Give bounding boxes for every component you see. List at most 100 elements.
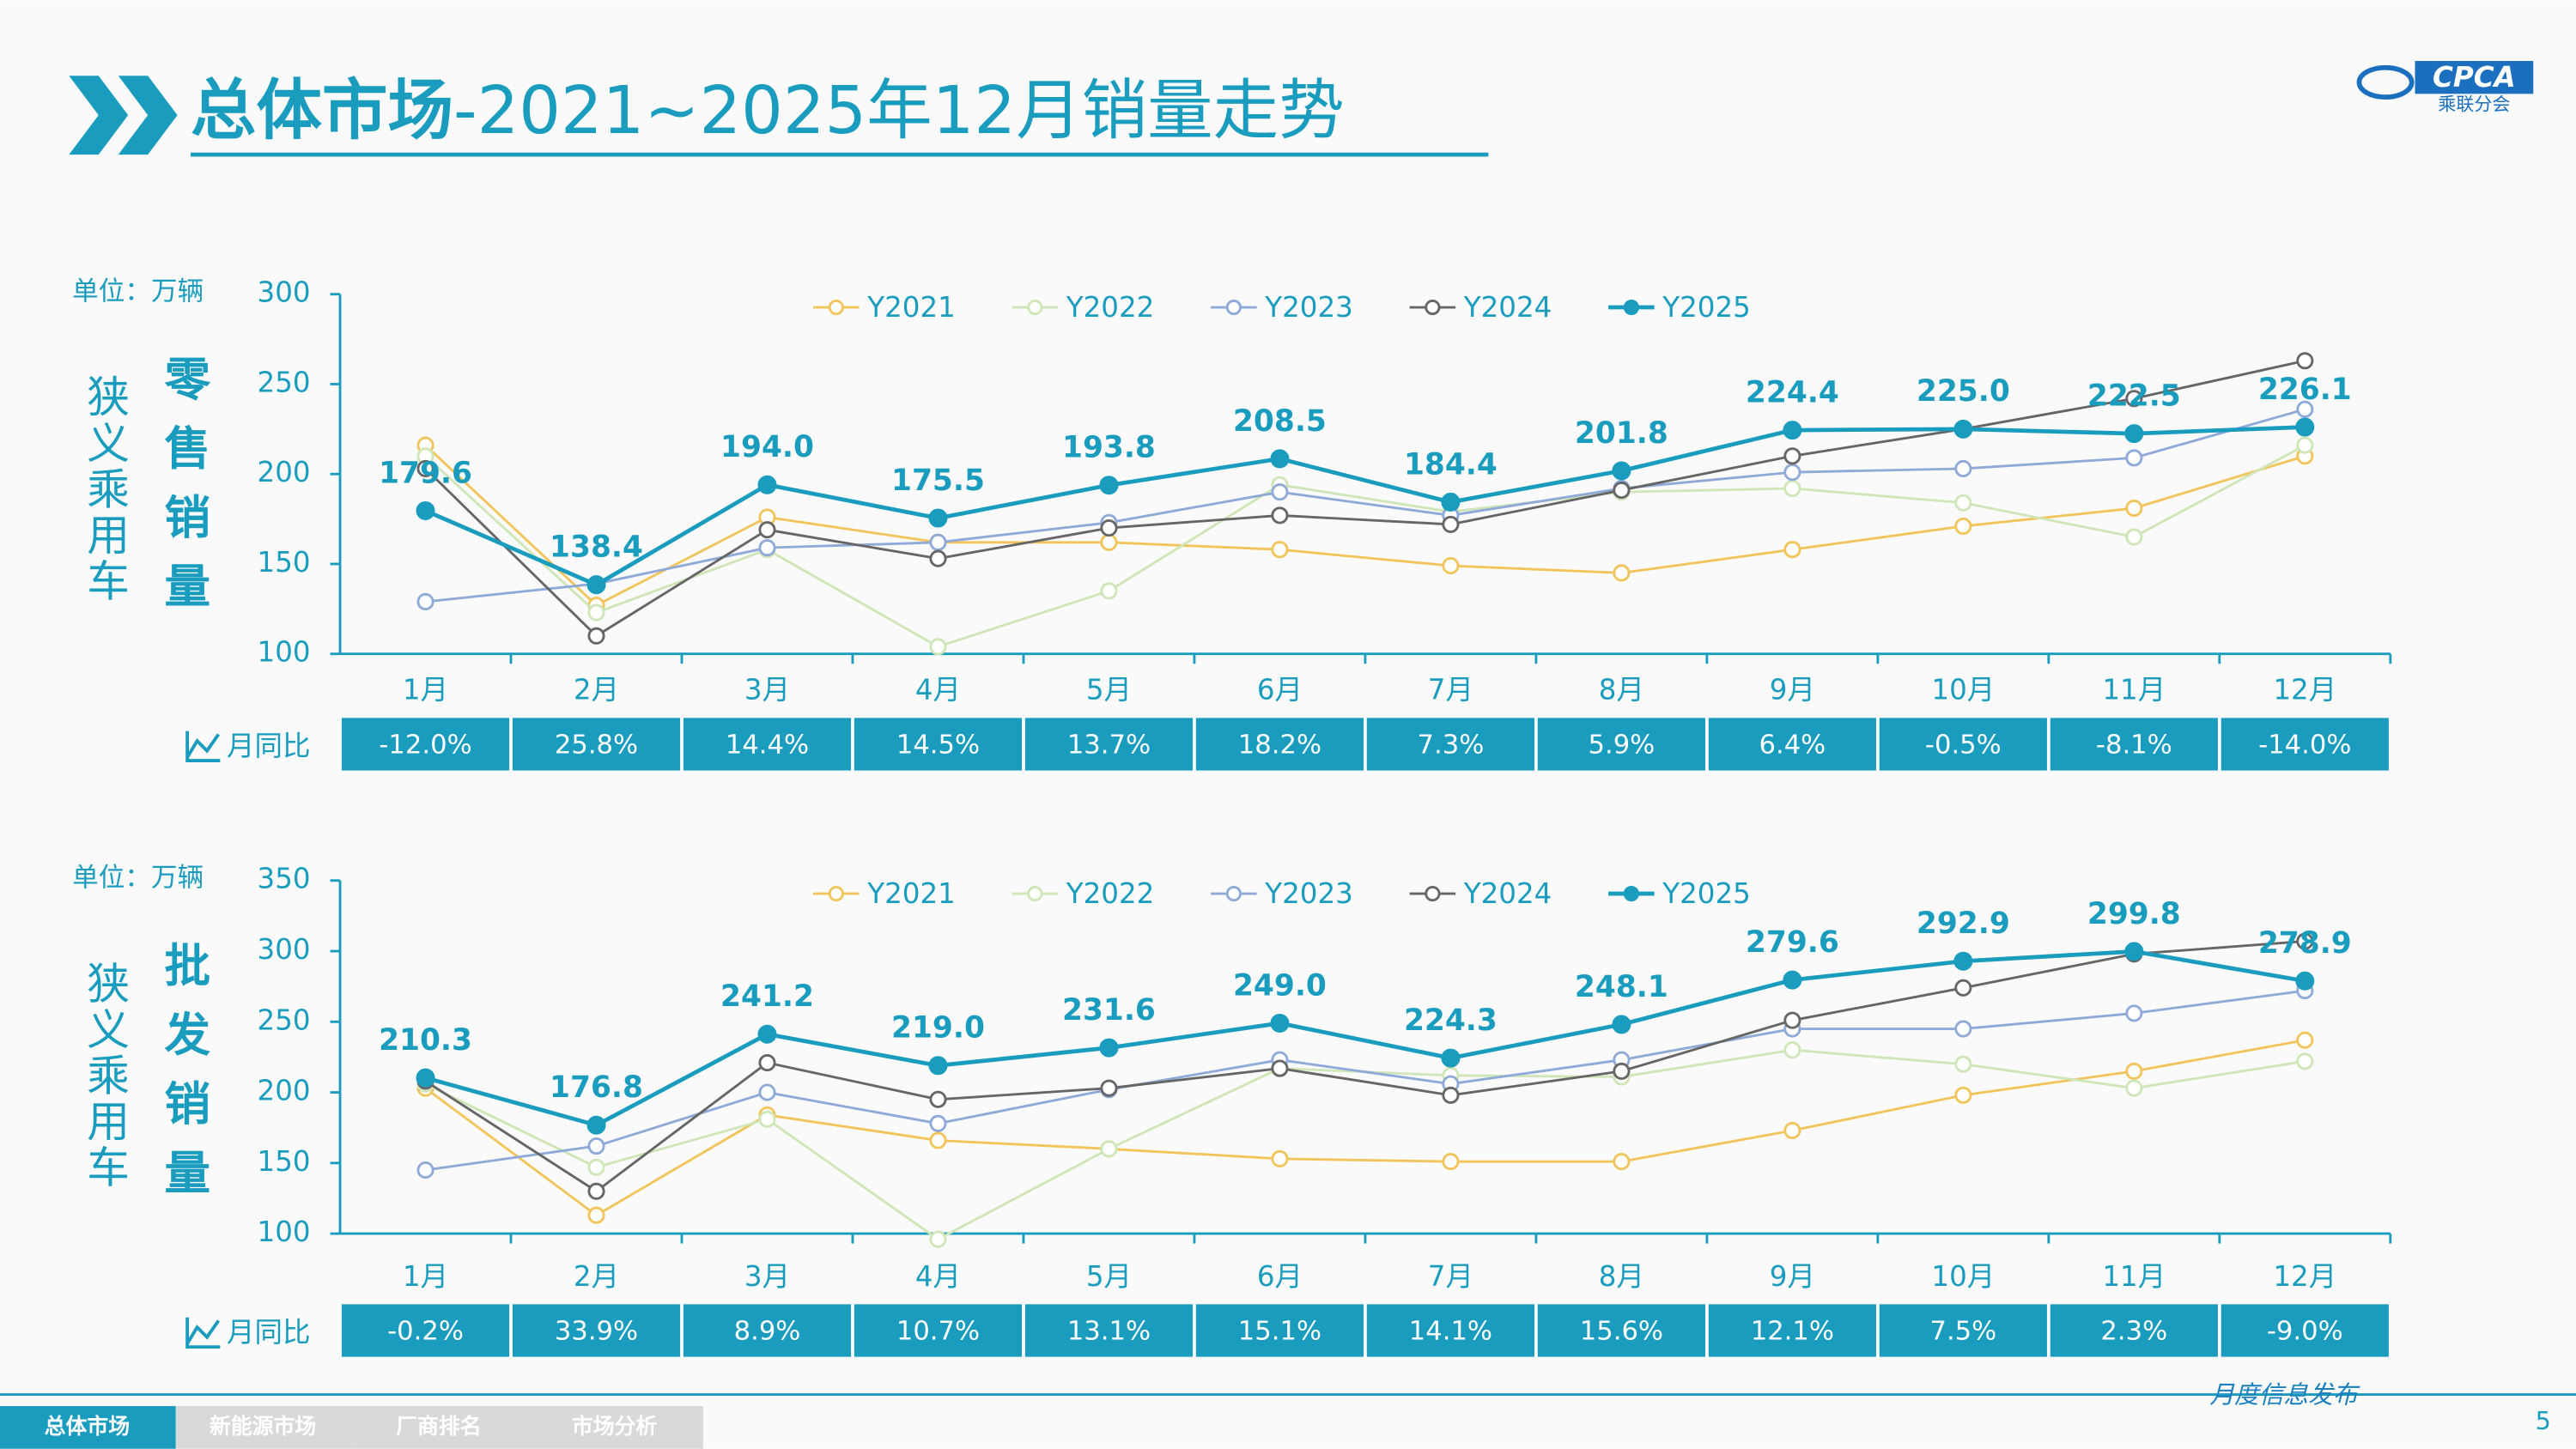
data-point [1954,1086,1972,1104]
data-point [1613,482,1631,500]
x-tick-label: 7月 [1428,674,1473,706]
data-point [1271,541,1289,559]
yoy-cell [1879,1304,2047,1357]
yoy-value: 7.5% [1929,1316,1996,1346]
data-label: 241.2 [720,979,814,1014]
yoy-cell [1537,1304,1705,1357]
unit-label: 单位：万辆 [72,863,204,893]
yoy-value: 7.3% [1418,730,1485,760]
data-point [1271,483,1289,501]
data-point [1954,459,1972,477]
x-tick-label: 6月 [1257,674,1303,706]
yoy-cell [2050,718,2218,771]
x-tick-label: 1月 [403,674,448,706]
data-point [1612,1015,1631,1034]
data-point [1783,1041,1801,1059]
data-point [2295,417,2315,437]
data-point [1954,1055,1972,1073]
unit-label: 单位：万辆 [72,276,204,306]
x-tick-label: 3月 [744,1260,790,1293]
data-point [2296,1052,2314,1070]
yoy-cell [1195,718,1364,771]
data-label: 249.0 [1233,968,1327,1003]
yoy-label: 月同比 [227,730,311,762]
data-point [758,1083,776,1101]
data-point [2296,1031,2314,1049]
data-point [1953,419,1973,439]
y-tick-label: 350 [258,863,311,895]
data-label: 226.1 [2258,373,2352,407]
x-tick-label: 2月 [574,1260,619,1293]
footer-tab [351,1406,528,1449]
x-tick-label: 12月 [2273,674,2336,706]
legend-marker [1623,299,1639,316]
yoy-value: -8.1% [2096,730,2172,760]
data-point [1612,461,1631,481]
yoy-value: -12.0% [379,730,471,760]
yoy-value: 14.4% [726,730,809,760]
yoy-label: 月同比 [227,1316,311,1349]
data-point [929,638,947,656]
series-line [424,1039,2306,1217]
data-point [1442,1153,1460,1171]
x-tick-label: 6月 [1257,1260,1303,1293]
footer-tab [527,1406,703,1449]
y-tick-label: 200 [258,456,311,488]
y-tick-label: 100 [258,1216,311,1248]
yoy-value: 13.1% [1067,1316,1151,1346]
x-tick-label: 10月 [1931,1260,1995,1293]
legend-label: Y2022 [1066,291,1155,324]
yoy-value: -0.5% [1925,730,2002,760]
data-point [1442,557,1460,575]
data-point [1954,494,1972,512]
yoy-value: 25.8% [555,730,638,760]
data-point [2124,424,2144,444]
data-point [1783,447,1801,465]
x-tick-label: 11月 [2102,1260,2166,1293]
yoy-value: 13.7% [1067,730,1151,760]
yoy-value: 14.5% [896,730,980,760]
y-tick-label: 100 [258,636,311,669]
data-point [2296,932,2314,950]
footer-tab-label: 总体市场 [45,1414,130,1439]
yoy-cell [854,1304,1023,1357]
data-point [1441,1048,1461,1068]
yoy-cell [1708,1304,1876,1357]
x-tick-label: 8月 [1599,1260,1644,1293]
data-point [587,1182,605,1200]
data-point [757,475,777,494]
data-point [929,1131,947,1149]
legend-label: Y2021 [866,291,956,324]
data-point [758,1053,776,1072]
data-point [928,508,948,528]
x-tick-label: 2月 [574,674,619,706]
data-point [1270,449,1290,469]
data-point [2296,436,2314,454]
y-tick-label: 150 [258,1145,311,1178]
data-label: 184.4 [1404,447,1498,482]
data-label: 225.0 [1917,374,2010,409]
data-point [1270,1013,1290,1033]
data-point [2124,942,2144,961]
yoy-cell [1708,718,1876,771]
chevron-icon [69,76,178,155]
data-point [587,1206,605,1224]
yoy-value: 15.6% [1580,1316,1663,1346]
yoy-cell [341,1304,510,1357]
data-point [1271,1059,1289,1077]
data-point [929,1114,947,1132]
yoy-value: 33.9% [555,1316,638,1346]
data-point [1100,1079,1118,1097]
data-point [758,539,776,557]
x-tick-label: 9月 [1770,1260,1815,1293]
y-tick-label: 250 [258,1003,311,1036]
legend-marker [1225,885,1242,902]
yoy-cell [1537,718,1705,771]
legend-label: Y2024 [1463,291,1552,324]
footer-note: 月度信息发布 [2209,1380,2360,1410]
data-label: 201.8 [1575,416,1668,451]
yoy-value: 14.1% [1409,1316,1492,1346]
data-label: 193.8 [1062,431,1156,465]
x-tick-label: 4月 [915,1260,961,1293]
data-point [929,549,947,567]
